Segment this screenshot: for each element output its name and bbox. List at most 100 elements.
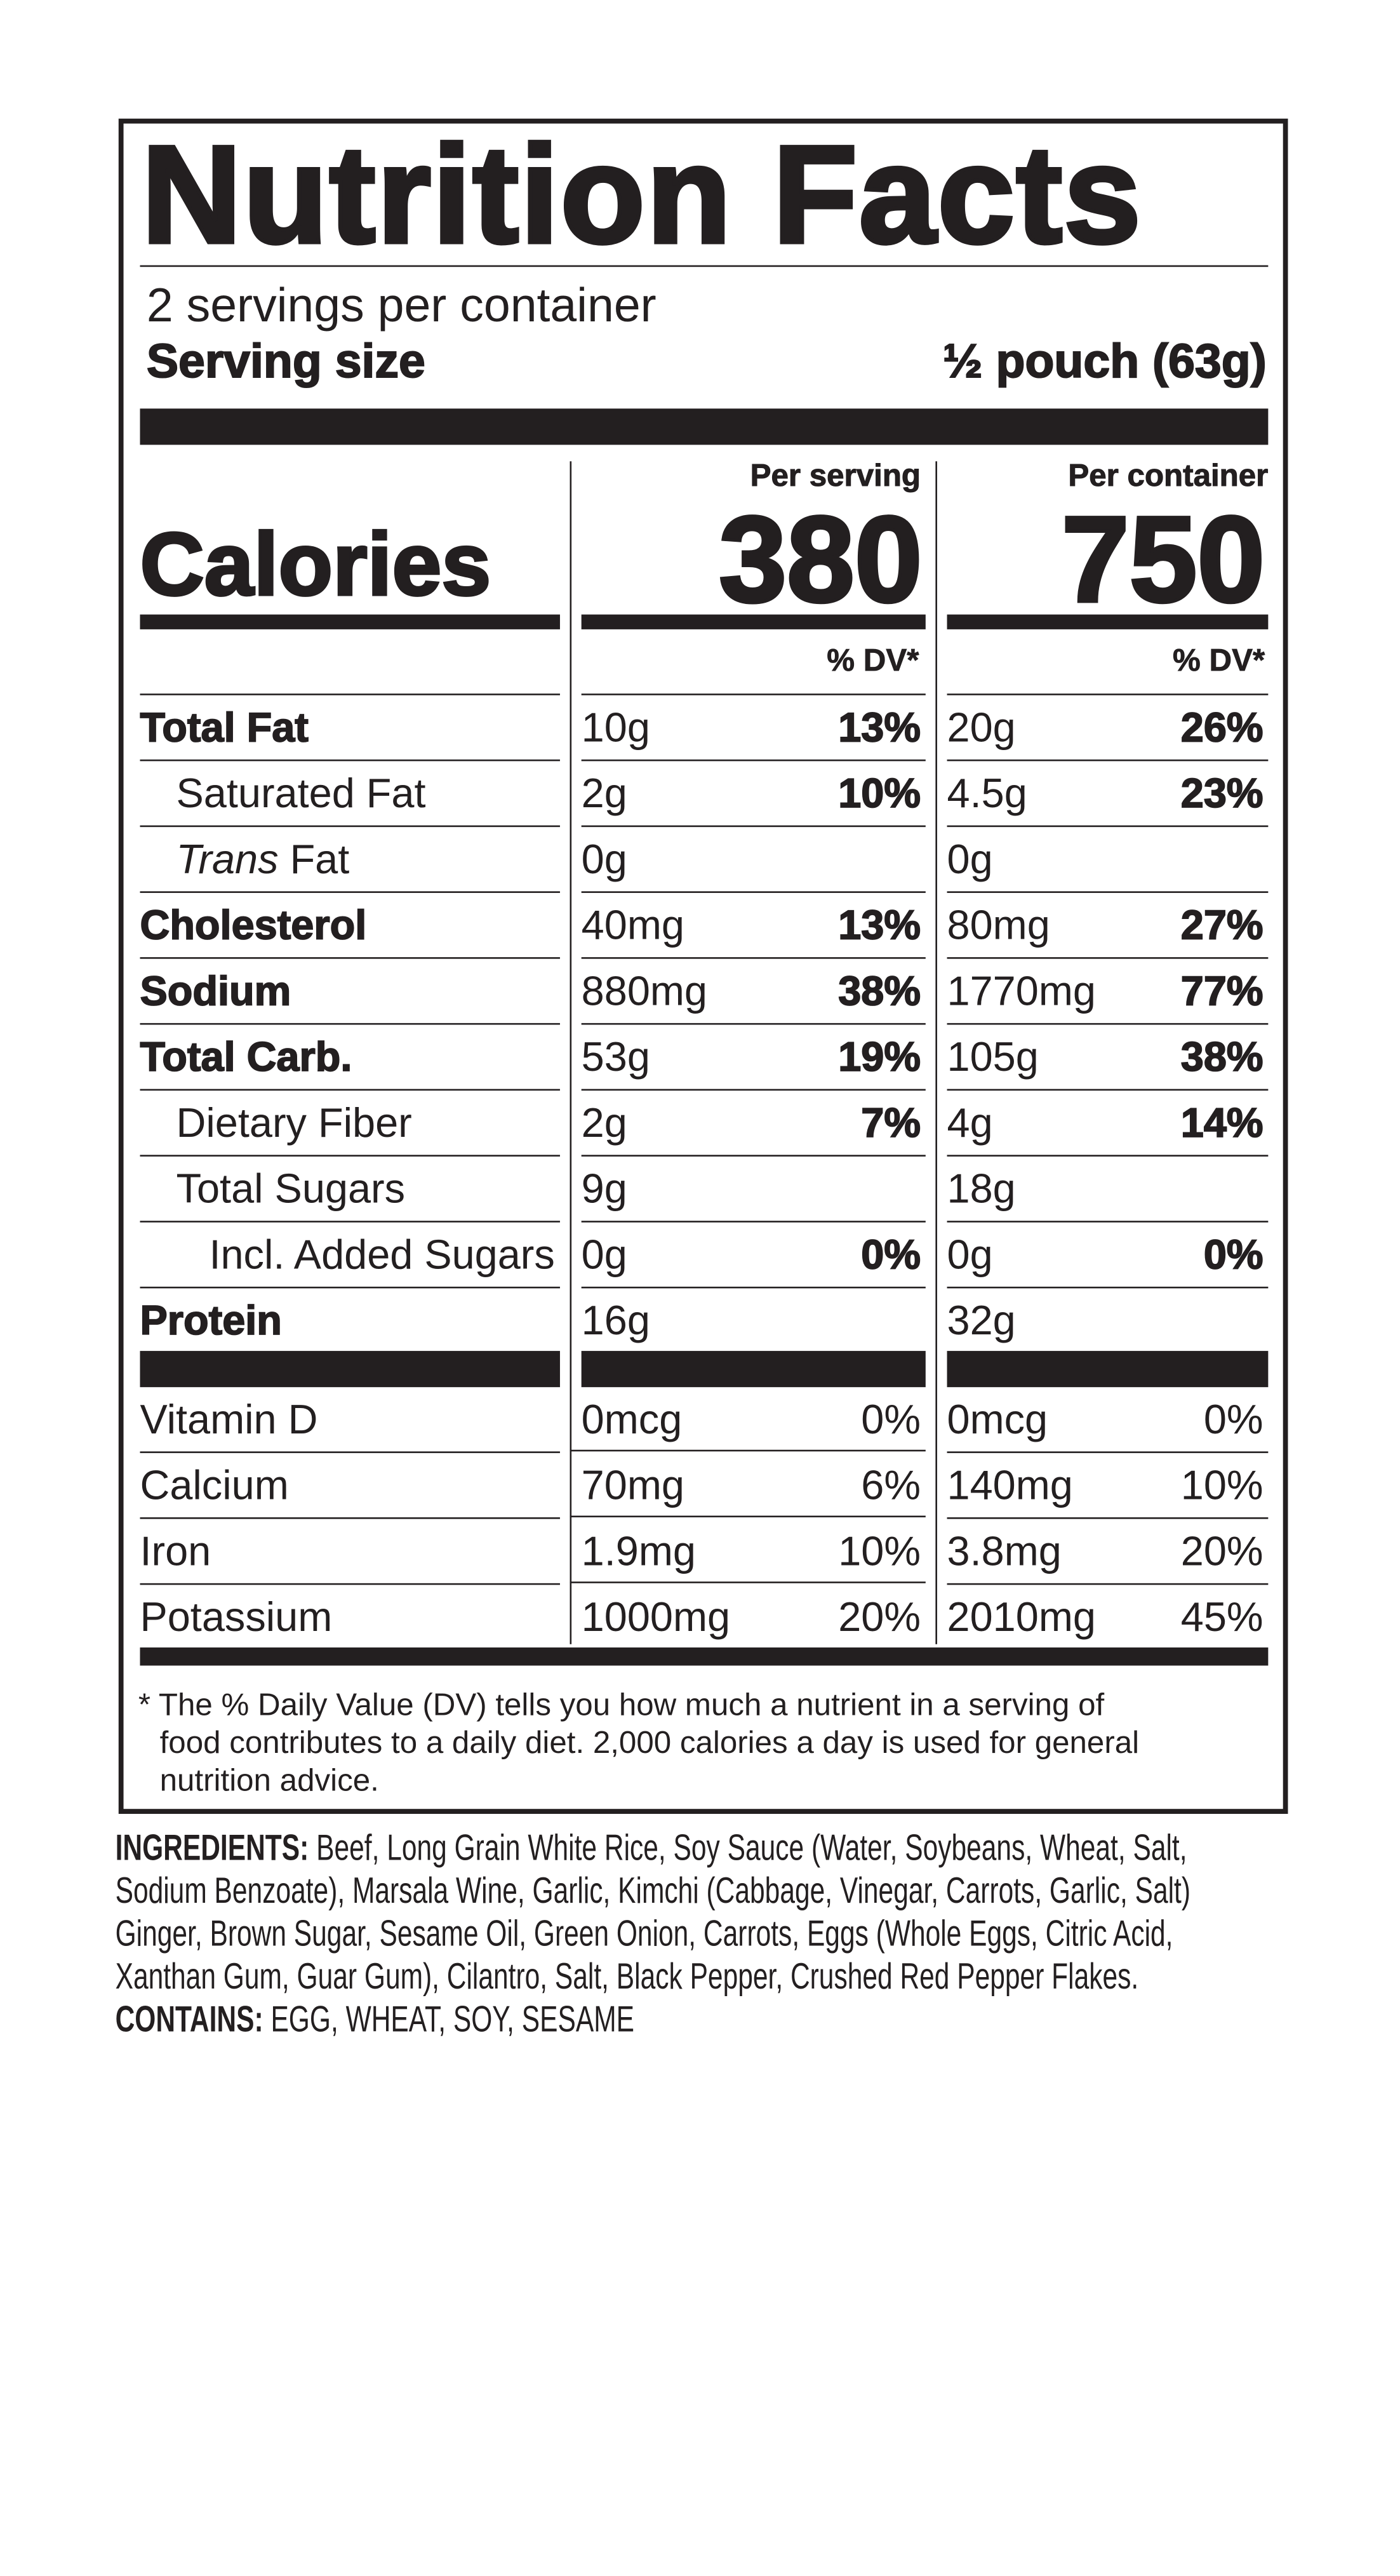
amount: 3.8mg	[947, 1529, 1062, 1575]
daily-value: 10%	[838, 1529, 921, 1575]
per-serving-cell: 9g	[581, 1157, 926, 1223]
daily-value: 45%	[1180, 1594, 1263, 1641]
amount: 1000mg	[581, 1594, 731, 1641]
per-container-cell: 80mg 27%	[947, 893, 1269, 959]
nutrient-row: Cholesterol 40mg 13% 80mg 27%	[0, 893, 1400, 959]
nutrient-name: Total Carb.	[140, 1024, 560, 1091]
daily-value: 20%	[838, 1594, 921, 1641]
per-serving-cell: 0g	[581, 827, 926, 893]
label-title: Nutrition Facts	[140, 117, 1143, 272]
daily-value: 13%	[837, 704, 921, 751]
per-container-cell: 0g 0%	[947, 1223, 1269, 1289]
per-container-cell: 4g 14%	[947, 1090, 1269, 1157]
amount: 9g	[581, 1166, 627, 1213]
amount: 70mg	[581, 1463, 684, 1510]
daily-value: 0%	[861, 1397, 921, 1444]
per-container-cell: 140mg 10%	[947, 1453, 1269, 1519]
per-container-cell: 4.5g 23%	[947, 761, 1269, 828]
amount: 2g	[581, 770, 627, 817]
per-serving-cell: 10g 13%	[581, 695, 926, 761]
amount: 0g	[947, 1232, 993, 1278]
calories-per-container: 750	[1060, 491, 1266, 628]
ingredients-line: Sodium Benzoate), Marsala Wine, Garlic, …	[115, 1870, 1191, 1912]
daily-value: 13%	[837, 902, 921, 949]
servings-per-container: 2 servings per container	[146, 279, 657, 333]
daily-value: 38%	[1180, 1034, 1264, 1081]
per-serving-cell: 0g 0%	[581, 1223, 926, 1289]
dv-header: % DV*	[827, 644, 919, 679]
nutrient-name: Potassium	[140, 1594, 333, 1641]
per-container-cell: 32g	[947, 1289, 1269, 1353]
thick-divider	[140, 408, 1269, 445]
amount: 32g	[947, 1298, 1016, 1345]
amount: 0g	[947, 836, 993, 883]
vitamin-row: Calcium 70mg 6% 140mg 10%	[0, 1453, 1400, 1519]
thick-divider	[140, 1351, 560, 1388]
nutrient-name: Sodium	[140, 959, 560, 1025]
amount: 10g	[581, 705, 650, 751]
nutrient-name: Total Fat	[140, 695, 560, 761]
contains-label: CONTAINS:	[115, 1998, 263, 2040]
daily-value: 19%	[837, 1034, 921, 1081]
nutrient-name: Incl. Added Sugars	[140, 1223, 560, 1289]
daily-value: 14%	[1180, 1100, 1264, 1147]
vitamin-row: Vitamin D 0mcg 0% 0mcg 0%	[0, 1387, 1400, 1453]
serving-size-label: Serving size	[146, 335, 426, 389]
per-serving-cell: 1000mg 20%	[582, 1585, 926, 1649]
nutrient-row: Total Sugars 9g 18g	[0, 1157, 1400, 1223]
per-serving-cell: 0mcg 0%	[570, 1387, 926, 1452]
per-serving-cell: 1.9mg 10%	[570, 1519, 926, 1583]
medium-divider	[140, 1647, 1269, 1666]
nutrient-name: Saturated Fat	[140, 761, 560, 828]
amount: 1.9mg	[581, 1529, 696, 1575]
nutrient-row: Total Fat 10g 13% 20g 26%	[0, 695, 1400, 761]
per-container-cell: 2010mg 45%	[947, 1585, 1269, 1649]
amount: 53g	[581, 1035, 650, 1081]
vitamin-row: Potassium 1000mg 20% 2010mg 45%	[0, 1585, 1400, 1651]
nutrient-name: Calcium	[140, 1453, 560, 1519]
per-serving-header: Per serving	[750, 459, 921, 495]
daily-value: 10%	[837, 770, 921, 817]
amount: 0mcg	[947, 1397, 1048, 1444]
per-container-cell: 18g	[947, 1157, 1269, 1223]
amount: 4g	[947, 1100, 993, 1147]
amount: 0g	[581, 1232, 627, 1278]
footnote: * The % Daily Value (DV) tells you how m…	[138, 1688, 1140, 1799]
nutrient-name: Dietary Fiber	[140, 1090, 560, 1157]
nutrient-name: Protein	[140, 1298, 283, 1345]
amount: 80mg	[947, 902, 1050, 949]
per-container-cell: 20g 26%	[947, 695, 1269, 761]
column-divider	[570, 461, 572, 1644]
per-serving-cell: 2g 7%	[581, 1090, 926, 1157]
label-border	[118, 118, 1288, 1814]
per-serving-cell: 40mg 13%	[581, 893, 926, 959]
nutrient-row: Incl. Added Sugars 0g 0% 0g 0%	[0, 1223, 1400, 1289]
daily-value: 10%	[1180, 1463, 1263, 1510]
nutrient-name: Trans Fat	[140, 827, 560, 893]
daily-value: 6%	[861, 1463, 921, 1510]
dv-header: % DV*	[1173, 644, 1265, 679]
allergens: EGG, WHEAT, SOY, SESAME	[263, 1998, 634, 2040]
ingredients-label: INGREDIENTS:	[115, 1827, 309, 1868]
thick-divider	[581, 1351, 926, 1388]
per-serving-cell: 53g 19%	[581, 1024, 926, 1091]
ingredients-line: Ginger, Brown Sugar, Sesame Oil, Green O…	[115, 1912, 1173, 1954]
per-container-cell: 0g	[947, 827, 1269, 893]
amount: 2g	[581, 1100, 627, 1147]
nutrient-row: Dietary Fiber 2g 7% 4g 14%	[0, 1090, 1400, 1157]
medium-divider	[947, 614, 1269, 629]
amount: 880mg	[581, 969, 708, 1015]
calories-label: Calories	[138, 514, 492, 616]
per-serving-cell: 880mg 38%	[581, 959, 926, 1025]
per-container-cell: 0mcg 0%	[947, 1387, 1269, 1453]
per-container-cell: 105g 38%	[947, 1024, 1269, 1091]
thick-divider	[947, 1351, 1269, 1388]
daily-value: 38%	[837, 968, 921, 1015]
nutrient-row: Trans Fat 0g 0g	[0, 827, 1400, 893]
per-container-cell: 1770mg 77%	[947, 959, 1269, 1025]
amount: 4.5g	[947, 770, 1027, 817]
per-container-cell: 3.8mg 20%	[947, 1519, 1269, 1585]
nutrient-row: Total Carb. 53g 19% 105g 38%	[0, 1024, 1400, 1091]
medium-divider	[140, 614, 560, 629]
nutrient-name: Iron	[140, 1519, 560, 1585]
